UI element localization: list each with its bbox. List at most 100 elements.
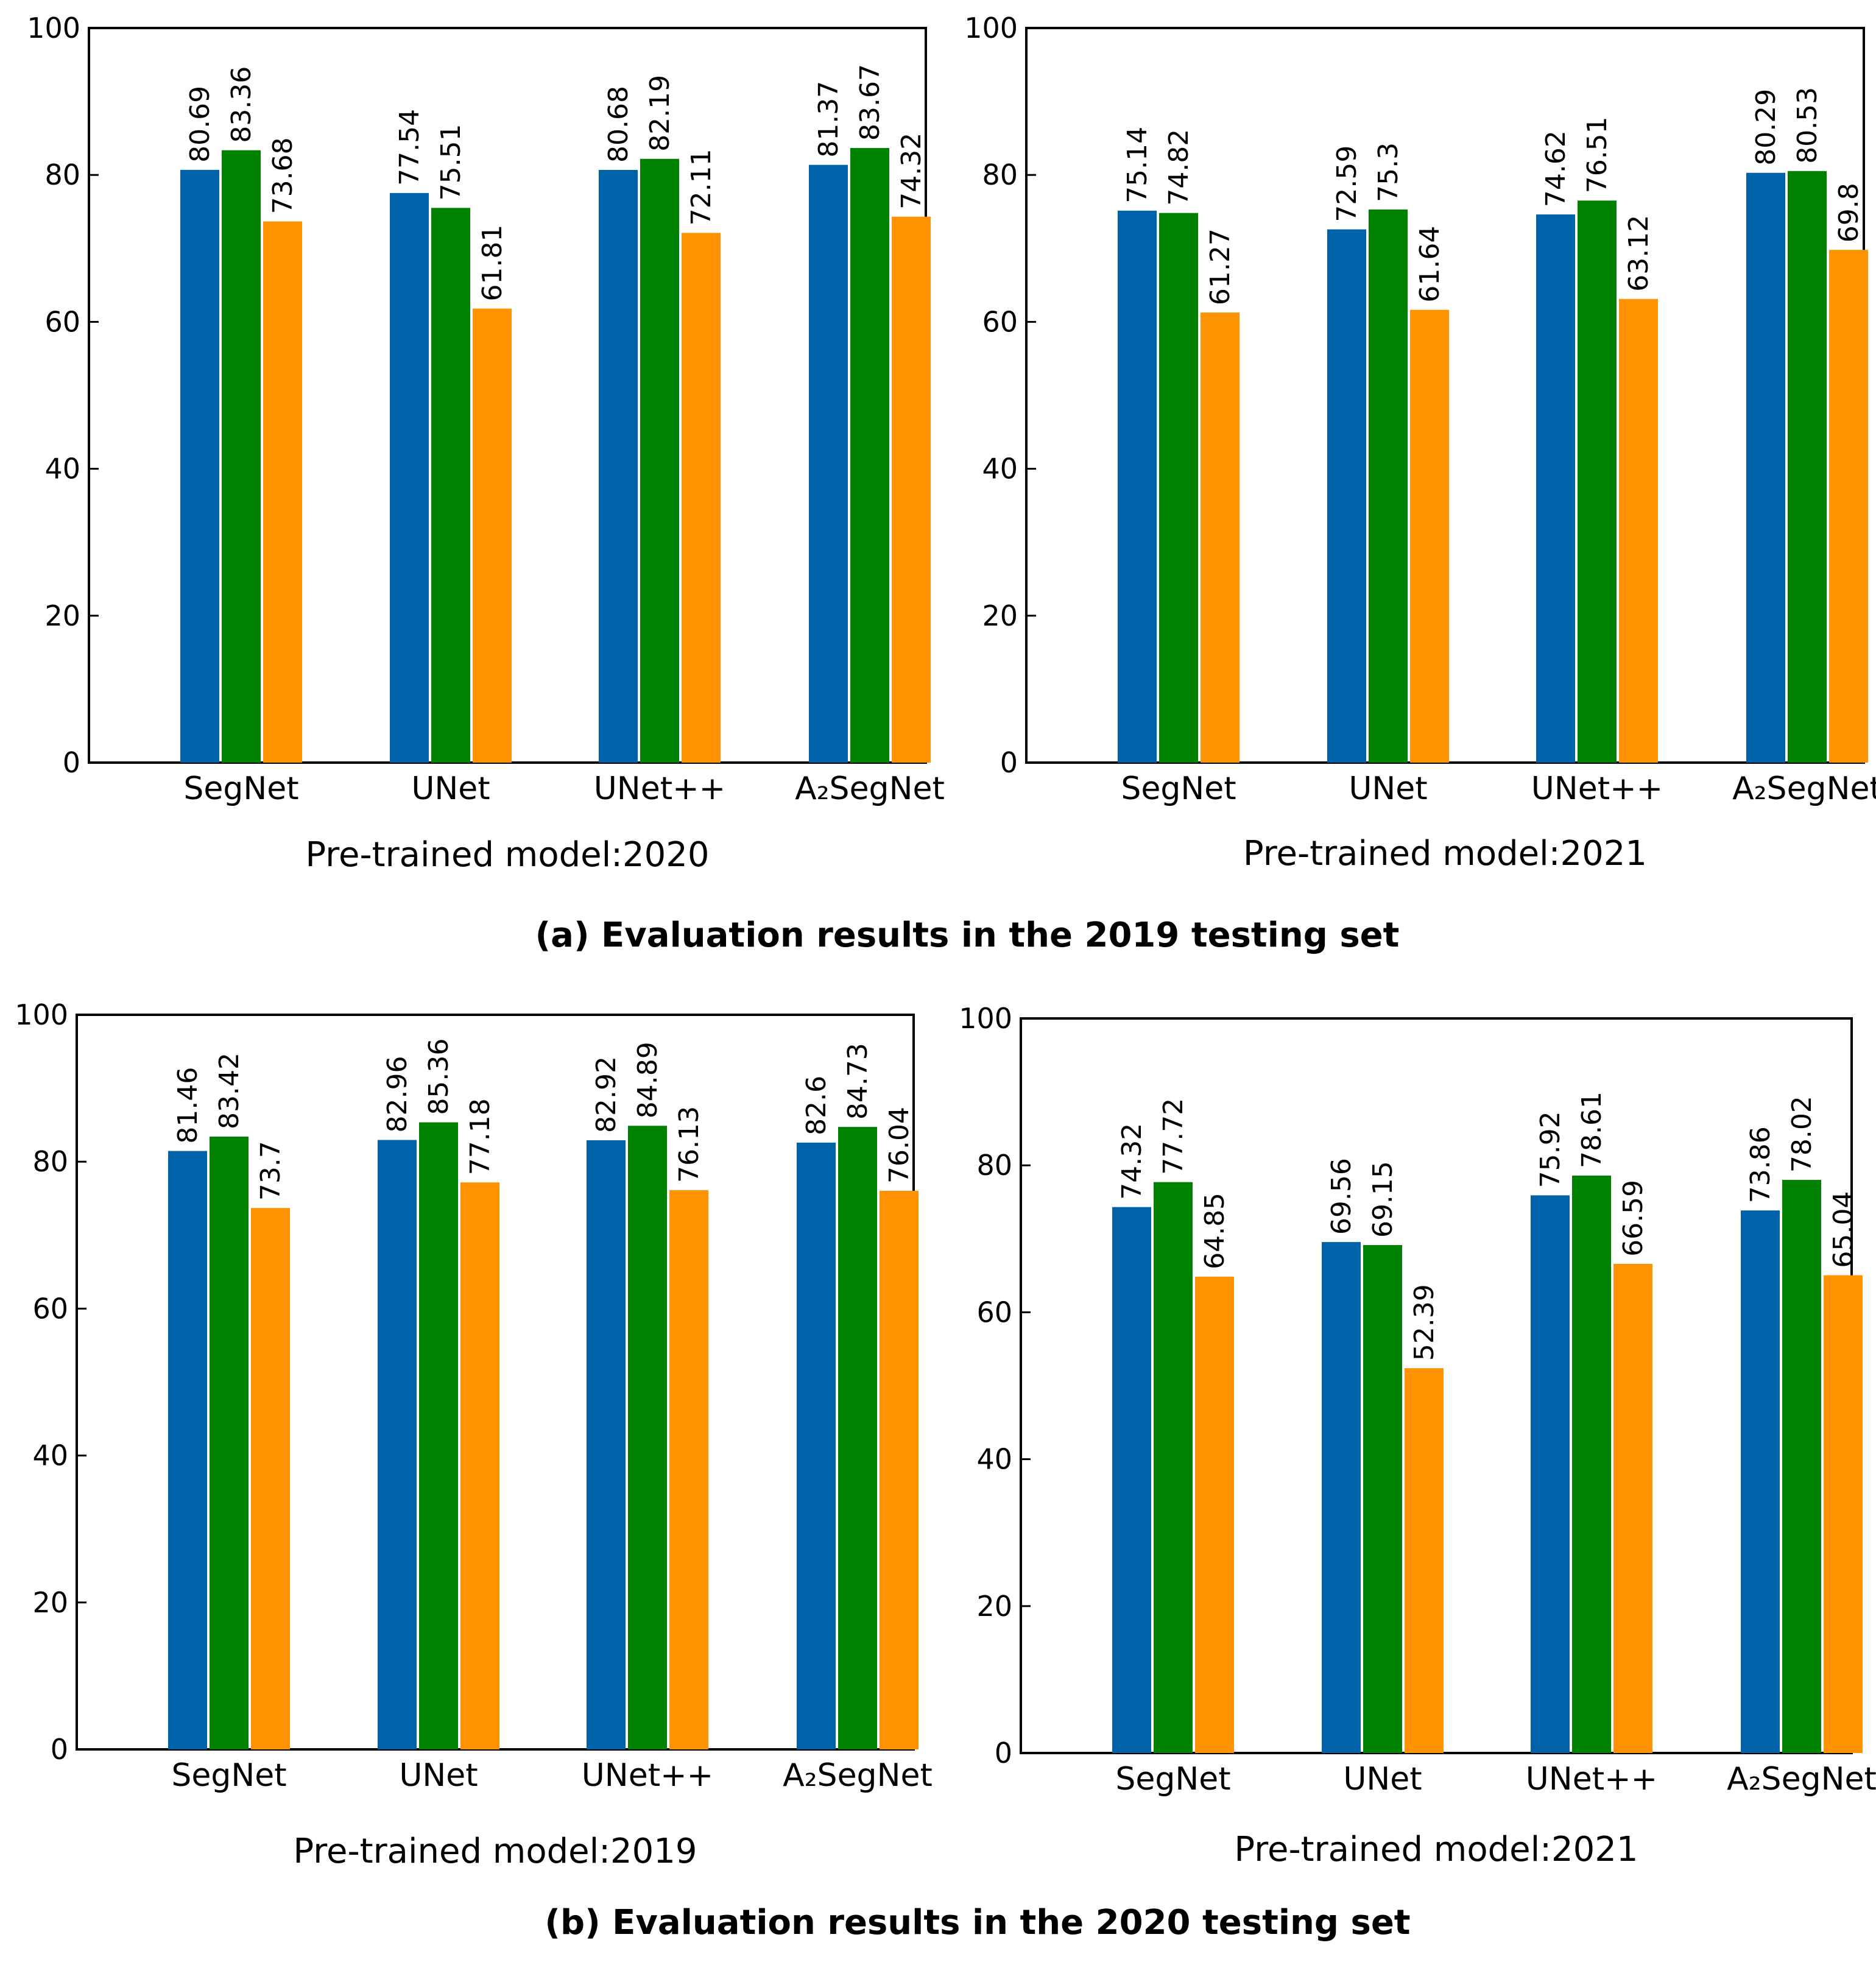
bar-value-label: 78.02 bbox=[1786, 1096, 1818, 1173]
bar-value-label: 82.92 bbox=[591, 1056, 622, 1133]
x-category-label: UNet++ bbox=[582, 1757, 713, 1794]
bar bbox=[640, 158, 679, 763]
bar-value-label: 74.62 bbox=[1540, 130, 1571, 207]
bar bbox=[1154, 1182, 1193, 1753]
bar-value-label: 52.39 bbox=[1409, 1284, 1440, 1361]
y-tick-label: 100 bbox=[959, 1002, 1012, 1035]
bar-value-label: 75.3 bbox=[1373, 143, 1404, 202]
y-tick-label: 40 bbox=[32, 1439, 68, 1472]
bar-value-label: 85.36 bbox=[423, 1039, 454, 1115]
bar bbox=[1531, 1195, 1570, 1753]
bar-value-label: 73.7 bbox=[255, 1141, 286, 1201]
y-tick-label: 0 bbox=[995, 1737, 1012, 1769]
bar bbox=[669, 1190, 708, 1749]
bar bbox=[587, 1140, 626, 1749]
x-category-label: A₂SegNet bbox=[783, 1757, 933, 1794]
chart-title: Pre-trained model:2019 bbox=[293, 1832, 697, 1871]
bar-value-label: 84.89 bbox=[632, 1042, 663, 1118]
x-category-label: A₂SegNet bbox=[1727, 1761, 1876, 1797]
y-tick-label: 20 bbox=[44, 599, 80, 632]
bar bbox=[210, 1136, 249, 1749]
bar-value-label: 84.73 bbox=[842, 1043, 873, 1120]
bar bbox=[460, 1182, 499, 1749]
bar bbox=[1369, 209, 1408, 763]
bar-value-label: 77.18 bbox=[465, 1098, 496, 1175]
bar bbox=[1824, 1275, 1863, 1753]
bar-value-label: 73.86 bbox=[1745, 1126, 1776, 1203]
bar bbox=[1327, 229, 1366, 763]
bar bbox=[1195, 1276, 1234, 1753]
bar bbox=[1201, 312, 1240, 763]
x-category-label: UNet bbox=[399, 1757, 478, 1794]
bar-value-label: 74.32 bbox=[1116, 1123, 1148, 1200]
bar-value-label: 75.14 bbox=[1122, 127, 1153, 203]
chart-title: Pre-trained model:2021 bbox=[1234, 1830, 1638, 1869]
y-tick-label: 80 bbox=[982, 158, 1018, 191]
bar-value-label: 76.51 bbox=[1582, 116, 1613, 193]
bar bbox=[1363, 1245, 1402, 1753]
bar bbox=[1536, 214, 1575, 763]
bar bbox=[1578, 200, 1617, 763]
bar-value-label: 75.51 bbox=[436, 124, 467, 200]
bar bbox=[628, 1126, 667, 1749]
caption-a: (a) Evaluation results in the 2019 testi… bbox=[535, 915, 1400, 955]
bar-value-label: 69.15 bbox=[1367, 1161, 1398, 1238]
x-category-label: A₂SegNet bbox=[1732, 771, 1876, 807]
bar bbox=[1159, 213, 1198, 763]
chart-title: Pre-trained model:2020 bbox=[305, 835, 709, 875]
chart-b-pretrained-2019: 0 20 40 60 80 100 81.46 83.42 73.7 SegNet 82.96 85.… bbox=[15, 998, 933, 1871]
bar bbox=[1112, 1207, 1151, 1753]
x-category-label: UNet++ bbox=[1531, 771, 1663, 807]
y-tick-label: 40 bbox=[976, 1443, 1012, 1476]
x-category-label: SegNet bbox=[171, 1757, 286, 1794]
y-tick-label: 60 bbox=[44, 305, 80, 338]
bar-value-label: 77.54 bbox=[394, 109, 425, 186]
bar-value-label: 80.69 bbox=[185, 86, 216, 163]
bar-value-label: 82.6 bbox=[801, 1076, 832, 1135]
bar-value-label: 76.04 bbox=[884, 1107, 915, 1184]
y-tick-label: 100 bbox=[964, 12, 1018, 44]
x-category-label: A₂SegNet bbox=[795, 771, 945, 807]
bar bbox=[431, 208, 470, 763]
bar-value-label: 74.82 bbox=[1163, 129, 1194, 206]
bar-value-label: 83.36 bbox=[226, 66, 257, 143]
x-category-label: UNet++ bbox=[594, 771, 725, 807]
bar bbox=[222, 150, 261, 763]
y-tick-label: 80 bbox=[44, 158, 80, 191]
y-tick-label: 80 bbox=[976, 1149, 1012, 1182]
bar bbox=[168, 1151, 207, 1749]
y-tick-label: 60 bbox=[982, 305, 1018, 338]
y-tick-label: 20 bbox=[982, 599, 1018, 632]
bar bbox=[797, 1142, 836, 1749]
bar-value-label: 69.8 bbox=[1833, 183, 1864, 242]
bar-value-label: 82.19 bbox=[644, 75, 675, 152]
y-tick-label: 100 bbox=[15, 998, 68, 1031]
bar bbox=[850, 147, 889, 763]
bar-value-label: 83.42 bbox=[214, 1053, 245, 1129]
chart-a-pretrained-2021: 0 20 40 60 80 100 75.14 74.82 61.27 SegNet 72.59 75… bbox=[964, 12, 1876, 873]
y-tick-label: 0 bbox=[1000, 746, 1018, 779]
bar-value-label: 81.37 bbox=[813, 81, 844, 158]
y-tick-label: 80 bbox=[32, 1145, 68, 1178]
bar bbox=[1619, 298, 1658, 763]
bar-value-label: 64.85 bbox=[1199, 1193, 1230, 1269]
bar bbox=[1741, 1210, 1780, 1753]
bar-value-label: 61.27 bbox=[1205, 228, 1236, 305]
bar bbox=[809, 164, 848, 763]
bar-value-label: 80.53 bbox=[1792, 87, 1823, 164]
bar-value-label: 78.61 bbox=[1576, 1092, 1607, 1168]
bar-value-label: 80.29 bbox=[1751, 89, 1782, 166]
bar bbox=[1405, 1368, 1444, 1753]
bar-value-label: 61.64 bbox=[1414, 226, 1445, 303]
bar bbox=[1572, 1175, 1611, 1753]
y-tick-label: 0 bbox=[63, 746, 80, 779]
bar bbox=[1829, 250, 1868, 763]
y-tick-label: 0 bbox=[51, 1733, 68, 1766]
bar-value-label: 61.81 bbox=[477, 225, 508, 302]
chart-a-pretrained-2020: 0 20 40 60 80 100 80.69 83.36 73.68 SegNet 77.54 75… bbox=[27, 12, 945, 875]
bar bbox=[838, 1127, 877, 1749]
caption-b: (b) Evaluation results in the 2020 testi… bbox=[545, 1903, 1410, 1942]
bar-value-label: 83.67 bbox=[855, 64, 886, 141]
y-tick-label: 40 bbox=[44, 453, 80, 485]
